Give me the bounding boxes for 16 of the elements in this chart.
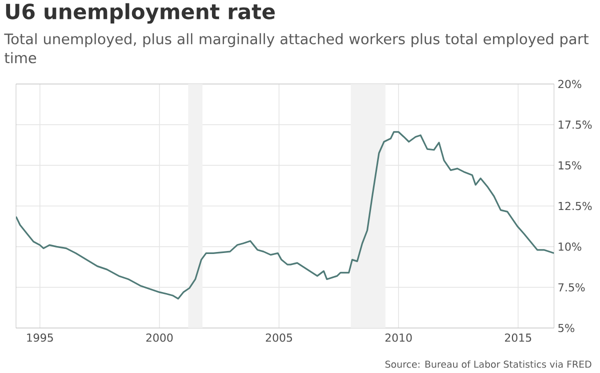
x-tick-label: 2010: [385, 334, 412, 342]
y-tick-label: 10%: [558, 242, 582, 251]
source-note: Source: Bureau of Labor Statistics via FRED: [385, 360, 592, 368]
x-tick-label: 2000: [146, 334, 173, 342]
line-series: [16, 131, 554, 300]
y-tick-label: 17.5%: [558, 120, 592, 129]
y-tick-label: 12.5%: [558, 202, 592, 210]
x-tick-label: 2005: [266, 334, 292, 342]
x-tick-label: 1995: [27, 334, 53, 342]
y-tick-label: 20%: [558, 80, 582, 88]
chart-subtitle: Total unemployed, plus all marginally attached workers plus total employed part time: [4, 33, 589, 64]
chart-title: U6 unemployment rate: [6, 3, 275, 24]
x-tick-label: 2015: [504, 334, 532, 342]
y-tick-label: 15%: [558, 161, 582, 170]
y-tick-label: 7.5%: [558, 283, 585, 292]
y-tick-label: 5%: [558, 324, 574, 332]
